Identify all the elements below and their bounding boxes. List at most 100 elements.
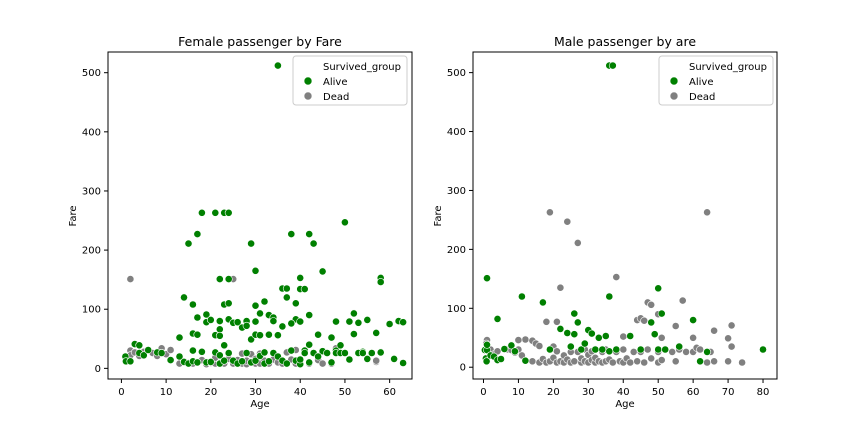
point-alive <box>139 351 148 360</box>
x-tick-label: 10 <box>160 387 173 398</box>
point-alive <box>282 359 291 368</box>
point-dead <box>521 335 530 344</box>
point-alive <box>264 330 273 339</box>
point-alive <box>206 315 215 324</box>
legend-label-alive: Alive <box>323 77 347 88</box>
point-alive <box>591 345 600 354</box>
point-alive <box>305 340 314 349</box>
point-alive <box>215 331 224 340</box>
point-alive <box>305 311 314 319</box>
point-alive <box>376 348 385 357</box>
point-alive <box>242 321 251 330</box>
point-dead <box>689 333 697 342</box>
point-alive <box>180 293 188 302</box>
point-alive <box>251 356 260 365</box>
point-alive <box>300 349 309 357</box>
y-tick-label: 0 <box>95 364 101 375</box>
point-dead <box>166 346 175 354</box>
point-alive <box>518 292 526 301</box>
point-alive <box>175 352 184 361</box>
x-tick-label: 30 <box>249 387 262 398</box>
point-alive <box>296 317 305 326</box>
point-alive <box>657 309 666 318</box>
point-alive <box>318 267 327 276</box>
point-dead <box>703 208 711 217</box>
point-alive <box>570 330 579 339</box>
point-alive <box>654 345 663 354</box>
point-alive <box>354 318 363 327</box>
legend-marker-alive <box>669 76 679 86</box>
point-dead <box>318 359 327 368</box>
point-alive <box>626 332 635 340</box>
point-alive <box>650 330 659 339</box>
point-dead <box>640 358 649 367</box>
point-alive <box>363 315 372 324</box>
point-dead <box>626 358 635 367</box>
female-fare-scatter-panel: Female passenger by Fare 0 10 20 30 40 50 60 0 1… <box>68 34 413 410</box>
legend: Survived_group Alive Dead <box>658 55 774 106</box>
axes-0: 0 10 20 30 40 50 60 0 100 200 300 400 500 <box>82 68 396 398</box>
point-alive <box>570 309 579 318</box>
point-alive <box>220 356 229 365</box>
point-dead <box>643 345 652 354</box>
legend-box <box>658 55 774 106</box>
point-dead <box>126 275 135 283</box>
point-alive <box>166 356 175 364</box>
point-dead <box>542 317 551 326</box>
y-tick-label: 100 <box>447 304 466 315</box>
point-alive <box>278 322 287 331</box>
legend-box <box>292 55 408 106</box>
point-alive <box>273 61 282 70</box>
legend: Survived_group Alive Dead <box>292 55 408 106</box>
point-alive <box>647 318 656 327</box>
point-alive <box>482 357 491 366</box>
legend-label-alive: Alive <box>689 77 713 88</box>
point-alive <box>251 266 260 275</box>
x-tick-label: 80 <box>757 387 770 398</box>
point-dead <box>647 354 656 363</box>
point-dead <box>633 357 642 366</box>
point-alive <box>349 309 358 318</box>
point-dead <box>657 356 666 364</box>
point-alive <box>314 330 322 339</box>
point-alive <box>251 317 260 326</box>
point-dead <box>573 238 582 247</box>
point-alive <box>483 340 491 349</box>
x-tick-label: 70 <box>722 387 735 398</box>
points-1 <box>480 61 767 367</box>
point-alive <box>215 325 224 334</box>
point-alive <box>273 331 282 340</box>
point-dead <box>668 347 677 356</box>
point-alive <box>661 345 670 354</box>
point-alive <box>608 61 617 70</box>
point-alive <box>563 329 572 337</box>
point-alive <box>399 318 407 327</box>
point-alive <box>287 230 296 238</box>
point-alive <box>385 320 394 328</box>
point-dead <box>657 333 666 342</box>
point-alive <box>577 345 586 354</box>
point-alive <box>363 354 372 363</box>
points-0 <box>121 61 407 369</box>
point-alive <box>390 354 398 363</box>
point-dead <box>640 316 649 325</box>
point-dead <box>724 334 732 343</box>
point-dead <box>563 217 572 226</box>
point-alive <box>206 357 215 366</box>
point-alive <box>314 352 322 361</box>
point-alive <box>521 356 530 365</box>
point-alive <box>296 355 305 364</box>
point-alive <box>587 329 596 338</box>
point-dead <box>528 357 537 366</box>
point-alive <box>340 218 349 227</box>
point-dead <box>724 357 732 366</box>
point-alive <box>242 349 251 357</box>
point-alive <box>675 342 684 351</box>
point-dead <box>738 358 746 367</box>
point-alive <box>497 355 505 363</box>
point-alive <box>367 349 376 357</box>
point-alive <box>332 317 340 326</box>
point-alive <box>287 346 296 355</box>
point-alive <box>566 342 575 351</box>
point-dead <box>727 342 736 351</box>
